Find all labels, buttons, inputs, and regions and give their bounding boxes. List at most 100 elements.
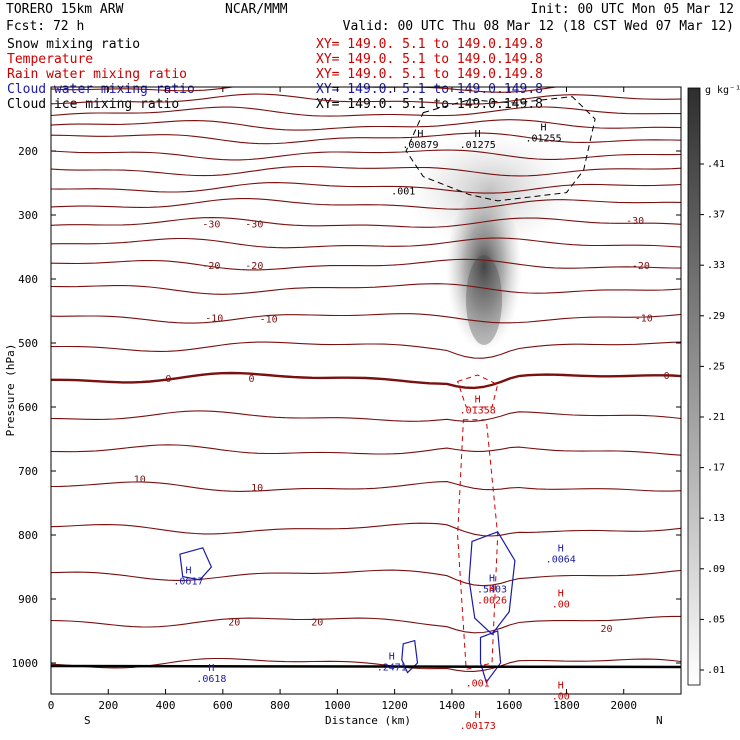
- y-tick-label: 200: [18, 145, 38, 158]
- isotherm-line: [51, 341, 681, 359]
- field-name: Temperature: [7, 52, 93, 67]
- field-cross-section: XY= 149.0. 5.1 to 149.0.149.8: [316, 97, 543, 112]
- isotherm-label: 0: [664, 371, 670, 382]
- maximum-value: .5403: [477, 585, 507, 596]
- forecast-hour: Fcst: 72 h: [6, 19, 84, 34]
- field-cross-section: XY= 149.0. 5.1 to 149.0.149.8: [316, 37, 543, 52]
- colorbar-tick-label: .13: [707, 513, 725, 524]
- x-tick-label: 400: [156, 699, 176, 712]
- maximum-value: .00: [552, 599, 570, 610]
- isotherm-line: [51, 217, 681, 228]
- x-tick-label: 1200: [381, 699, 408, 712]
- x-tick-label: 1800: [553, 699, 580, 712]
- isotherm-line: [51, 198, 681, 210]
- maximum-marker: H: [558, 544, 564, 555]
- maximum-value: .0617: [173, 576, 203, 587]
- isotherm-line: [51, 410, 681, 422]
- field-cross-section: XY= 149.0. 5.1 to 149.0.149.8: [316, 52, 543, 67]
- isotherm-line: [51, 119, 681, 131]
- cloud-water-contour: [479, 630, 502, 684]
- maximum-value: .01275: [460, 140, 496, 151]
- maximum-marker: H: [389, 652, 395, 663]
- isotherm-label: -20: [202, 261, 220, 272]
- organization-label: NCAR/MMM: [225, 2, 288, 17]
- x-tick-label: 600: [213, 699, 233, 712]
- colorbar-tick-label: .37: [707, 210, 725, 221]
- maximum-marker: H: [541, 122, 547, 133]
- x-axis-right-end: N: [656, 714, 663, 727]
- isotherm-label: -20: [245, 261, 263, 272]
- colorbar-tick-label: .33: [707, 260, 725, 271]
- isotherm-line: [51, 165, 681, 177]
- isotherm-label: -30: [626, 216, 644, 227]
- isotherm-label: 0: [165, 374, 171, 385]
- colorbar-tick-label: .01: [707, 665, 725, 676]
- maximum-value: .001: [391, 187, 415, 198]
- isotherm-label: 10: [134, 475, 146, 486]
- isotherm-label: -10: [205, 313, 223, 324]
- isotherm-label: -30: [202, 219, 220, 230]
- y-tick-label: 800: [18, 529, 38, 542]
- x-tick-label: 1000: [324, 699, 351, 712]
- colorbar: [687, 87, 701, 686]
- cloud-ice-contour: [405, 96, 596, 202]
- isotherm-label: -10: [635, 313, 653, 324]
- x-axis: 0 200 400 600 800 1000 1200 1400 1600 1800 2000: [48, 87, 637, 712]
- maximum-marker: H: [558, 588, 564, 599]
- isotherm-line: [51, 149, 681, 161]
- isotherm-label: 20: [311, 617, 323, 628]
- field-cross-section: XY= 149.0. 5.1 to 149.0.149.8: [316, 67, 543, 82]
- plot-area: [51, 87, 681, 684]
- colorbar-tick-label: .21: [707, 412, 725, 423]
- surface-line: [50, 664, 682, 669]
- maximum-marker: H: [489, 574, 495, 585]
- isotherm-line: [51, 237, 681, 249]
- isotherm-line: [51, 87, 560, 93]
- y-tick-label: 500: [18, 337, 38, 350]
- isotherm-line: [51, 371, 681, 390]
- colorbar-tick-label: .29: [707, 311, 725, 322]
- maximum-value: .00879: [402, 140, 438, 151]
- maximum-value: .0064: [546, 555, 576, 566]
- maximum-marker: H: [208, 663, 214, 674]
- colorbar-tick-label: .17: [707, 463, 725, 474]
- field-legend: Snow mixing ratio XY= 149.0. 5.1 to 149.0…: [7, 37, 543, 112]
- isotherm-line: [51, 106, 681, 117]
- snow-shading-upper: [405, 130, 575, 250]
- x-tick-label: 800: [270, 699, 290, 712]
- isotherm-label: 20: [601, 624, 613, 635]
- maximum-value: .01358: [460, 405, 496, 416]
- maximum-value: .2471: [377, 663, 407, 674]
- isotherm-line: [51, 283, 681, 295]
- maximum-value: .01255: [525, 133, 561, 144]
- isotherm-line: [51, 93, 681, 105]
- isotherm-label: -20: [632, 261, 650, 272]
- valid-time: Valid: 00 UTC Thu 08 Mar 12 (18 CST Wed …: [343, 19, 734, 34]
- x-axis-left-end: S: [84, 714, 91, 727]
- x-tick-label: 2000: [610, 699, 637, 712]
- field-name: Cloud ice mixing ratio: [7, 97, 179, 112]
- maximum-value: .00173: [460, 721, 496, 732]
- isotherm-line: [51, 481, 681, 492]
- maximum-marker: H: [417, 129, 423, 140]
- maximum-value: .00: [552, 691, 570, 702]
- isotherm-line: [51, 569, 681, 587]
- x-tick-label: 1600: [496, 699, 523, 712]
- colorbar-unit: g kg⁻¹: [705, 85, 740, 96]
- contour-labels: -30 -30 -30 -20 -20 -20 -10 -10 -10 0 0 0 10 10 20 20 20…: [134, 122, 670, 732]
- plot-frame: [50, 86, 682, 695]
- isotherm-label: 0: [248, 374, 254, 385]
- isotherm-label: -30: [245, 219, 263, 230]
- colorbar-ticks: .01 .05 .09 .13 .17 .21 .25 .29 .33 .37 .41: [700, 159, 725, 676]
- rain-contour: [457, 419, 499, 671]
- maximum-value: .0618: [196, 674, 226, 685]
- colorbar-tick-label: .41: [707, 159, 725, 170]
- y-axis-title: Pressure (hPa): [4, 344, 17, 437]
- x-axis-title: Distance (km): [325, 714, 411, 727]
- isotherm-label: -10: [260, 315, 278, 326]
- maximum-marker: H: [558, 680, 564, 691]
- x-tick-label: 200: [98, 699, 118, 712]
- init-time: Init: 00 UTC Mon 05 Mar 12: [531, 2, 735, 17]
